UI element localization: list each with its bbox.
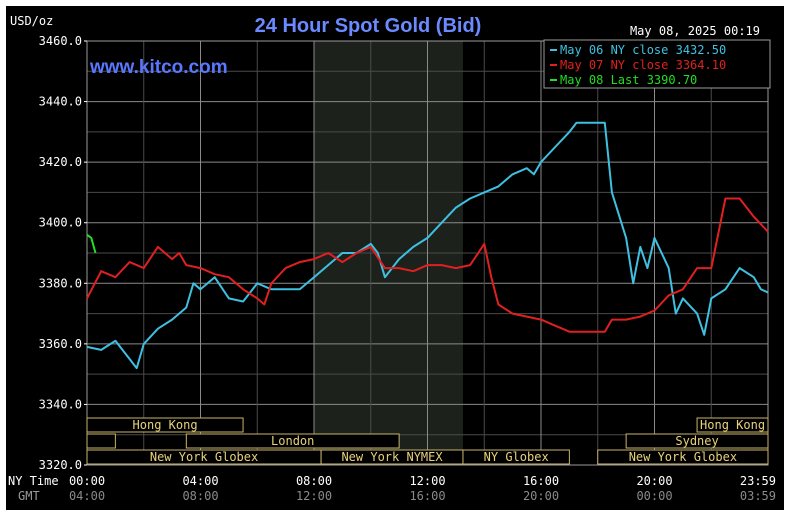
x-tick-label-ny: 20:00 xyxy=(636,474,672,488)
session-label: London xyxy=(271,434,314,448)
session-box xyxy=(86,417,244,433)
chart-frame: USD/oz 24 Hour Spot Gold (Bid) www.kitco… xyxy=(6,6,784,510)
y-tick-label: 3360.0 xyxy=(39,337,82,351)
session-label: Hong Kong xyxy=(700,418,765,432)
x-axis: NY TimeGMT00:0004:0004:0008:0008:0012:00… xyxy=(8,474,776,503)
session-box xyxy=(86,433,116,449)
session-label: New York NYMEX xyxy=(341,450,443,464)
series-line xyxy=(86,197,769,333)
price-series xyxy=(86,121,769,370)
y-tick-label: 3380.0 xyxy=(39,276,82,290)
y-axis-unit-label: USD/oz xyxy=(10,14,53,28)
session-box xyxy=(185,433,400,449)
legend-entry: May 06 NY close 3432.50 xyxy=(560,43,726,57)
session-box xyxy=(462,449,570,465)
x-tick-label-gmt: 04:00 xyxy=(69,489,105,503)
y-tick-label: 3400.0 xyxy=(39,216,82,230)
x-tick-label-gmt: 00:00 xyxy=(636,489,672,503)
x-tick-label-gmt: 12:00 xyxy=(296,489,332,503)
kitco-watermark: www.kitco.com xyxy=(89,57,228,78)
session-box xyxy=(696,417,769,433)
x-tick-label-ny: 23:59 xyxy=(740,474,776,488)
x-tick-label-ny: 00:00 xyxy=(69,474,105,488)
session-box xyxy=(625,433,769,449)
session-label: NY Globex xyxy=(484,450,549,464)
gmt-label: GMT xyxy=(18,489,40,503)
x-tick-label-ny: 12:00 xyxy=(409,474,445,488)
legend-box xyxy=(543,39,771,89)
ny-time-label: NY Time xyxy=(8,474,59,488)
x-tick-label-gmt: 03:59 xyxy=(740,489,776,503)
session-box xyxy=(597,449,769,465)
y-tick-label: 3340.0 xyxy=(39,397,82,411)
x-tick-label-gmt: 20:00 xyxy=(523,489,559,503)
y-tick-label: 3440.0 xyxy=(39,95,82,109)
y-tick-label: 3320.0 xyxy=(39,458,82,472)
legend-entry: May 07 NY close 3364.10 xyxy=(560,58,726,72)
session-label: Sydney xyxy=(675,434,718,448)
x-tick-label-gmt: 08:00 xyxy=(182,489,218,503)
chart-title: 24 Hour Spot Gold (Bid) xyxy=(255,15,482,37)
session-label: New York Globex xyxy=(629,450,737,464)
session-label: New York Globex xyxy=(150,450,258,464)
y-axis-ticks: 3460.0 3440.0 3420.0 3400.0 3380.0 3360.0 3340… xyxy=(39,34,87,472)
x-tick-label-gmt: 16:00 xyxy=(409,489,445,503)
grid xyxy=(87,40,768,466)
x-tick-label-ny: 16:00 xyxy=(523,474,559,488)
series-line xyxy=(86,233,97,254)
x-tick-label-ny: 08:00 xyxy=(296,474,332,488)
x-tick-label-ny: 04:00 xyxy=(182,474,218,488)
timestamp: May 08, 2025 00:19 xyxy=(630,24,760,38)
series-line xyxy=(86,121,769,370)
y-tick-label: 3420.0 xyxy=(39,155,82,169)
legend-entry: May 08 Last 3390.70 xyxy=(560,73,697,87)
session-label: Hong Kong xyxy=(133,418,198,432)
trading-sessions: Hong Kong London New York Globex New York N… xyxy=(86,417,769,465)
gold-price-chart: USD/oz 24 Hour Spot Gold (Bid) www.kitco… xyxy=(6,6,784,510)
plot-border xyxy=(86,40,769,466)
y-tick-label: 3460.0 xyxy=(39,34,82,48)
